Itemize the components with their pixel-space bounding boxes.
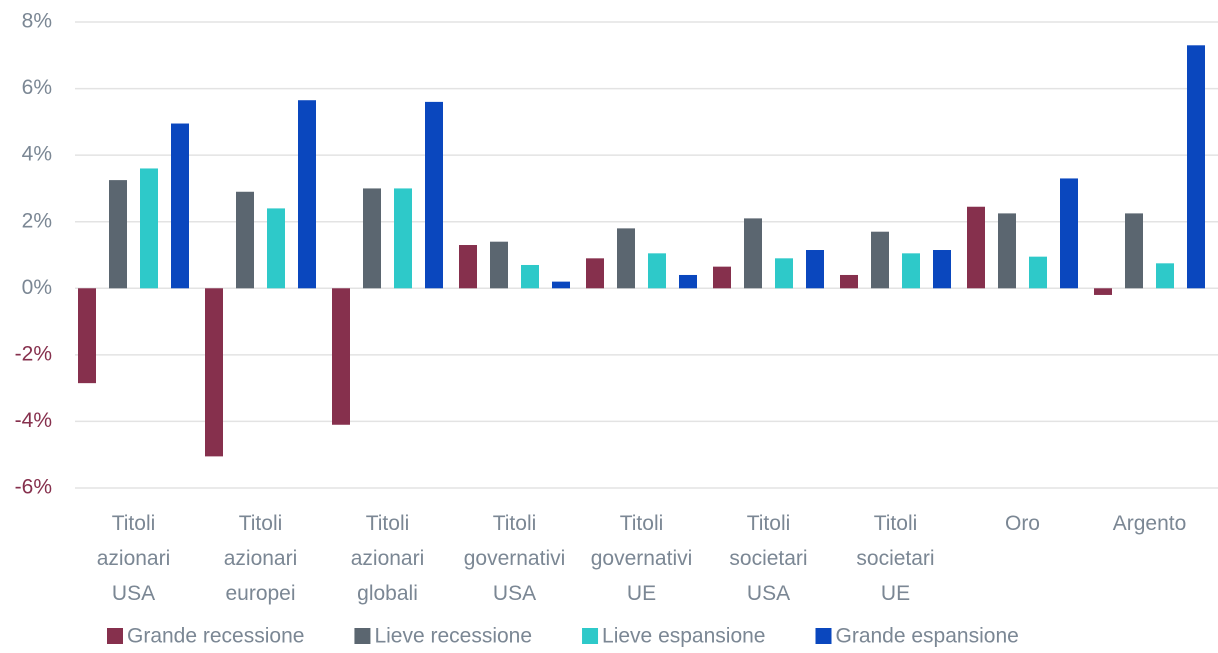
bar [679,274,697,289]
legend-swatch [582,628,599,644]
bar [1125,213,1143,289]
bar [902,253,920,289]
bar [490,241,508,289]
y-tick-label: 8% [22,10,52,33]
x-tick-label: Argento [1113,512,1187,535]
y-tick-label: 0% [22,276,52,299]
bar [998,213,1016,289]
legend-item: Lieve espansione [582,625,766,648]
bar [1060,178,1078,289]
bar [1187,45,1205,289]
bar [806,250,824,289]
bar [744,218,762,289]
x-tick-label: Titoli azionari USA [97,512,171,605]
legend-label: Lieve espansione [602,625,765,648]
bar [521,264,539,289]
legend-item: Grande recessione [107,625,304,648]
bar [933,250,951,289]
legend-item: Grande espansione [815,625,1019,648]
y-tick-label: -4% [15,409,52,432]
bar [1029,256,1047,289]
bar [78,288,96,384]
legend-label: Grande recessione [127,625,304,648]
y-tick-label: 6% [22,76,52,99]
bar [459,245,477,289]
y-tick-label: -2% [15,342,52,365]
bar [298,100,316,289]
bar [109,180,127,289]
y-tick-label: -6% [15,476,52,499]
x-tick-label: Titoli societari UE [856,512,934,605]
y-tick-label: 4% [22,143,52,166]
legend-swatch [815,628,832,644]
bar [552,281,570,289]
y-tick-label: 2% [22,209,52,232]
bar [1156,263,1174,289]
legend-label: Lieve recessione [374,625,532,648]
bar [648,253,666,289]
bar [713,266,731,289]
bar [332,288,350,425]
bar [205,288,223,457]
legend-swatch [107,628,123,644]
legend-label: Grande espansione [836,625,1019,648]
x-tick-label: Titoli azionari europei [224,512,298,605]
bar [586,258,604,289]
bar [236,191,254,289]
bar [140,168,158,289]
bar [425,101,443,289]
bar [871,231,889,289]
bar [617,228,635,289]
x-tick-label: Titoli governativi USA [464,512,566,605]
legend-swatch [354,628,371,644]
x-tick-label: Titoli azionari globali [351,512,425,605]
bar [394,188,412,289]
bar [1094,288,1112,295]
legend-item: Lieve recessione [354,625,532,648]
bar [363,188,381,289]
bar [267,208,285,289]
bar [775,258,793,289]
x-tick-label: Titoli governativi UE [591,512,693,605]
x-tick-label: Titoli societari USA [729,512,807,605]
bar [171,123,189,289]
bar [840,274,858,289]
bar [967,206,985,289]
x-tick-label: Oro [1005,512,1040,535]
